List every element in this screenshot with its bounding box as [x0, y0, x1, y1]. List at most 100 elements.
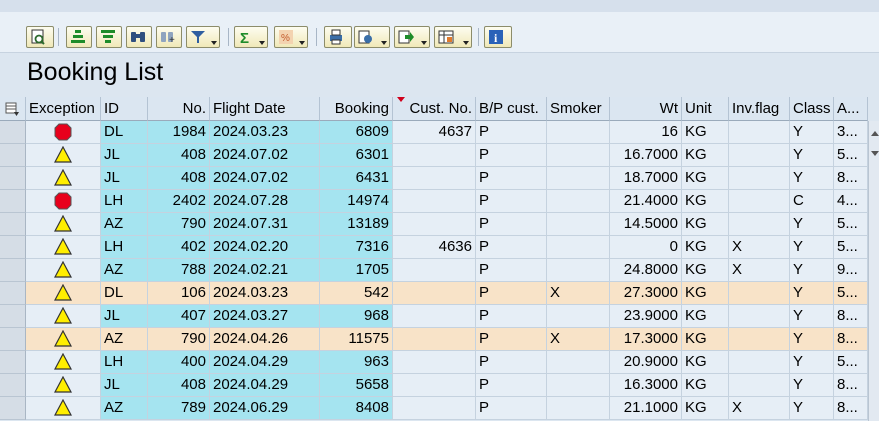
cell-class: Y: [790, 236, 834, 259]
column-header-id[interactable]: ID: [101, 97, 148, 121]
cell-unit: KG: [682, 374, 729, 397]
column-header-a[interactable]: A...: [834, 97, 868, 121]
export-button[interactable]: [394, 26, 430, 48]
vertical-scrollbar[interactable]: [868, 121, 879, 421]
cell-invoice-flag: [729, 121, 790, 144]
cell-class: Y: [790, 305, 834, 328]
find-icon: [131, 32, 145, 42]
filter-icon: [191, 31, 205, 43]
cell-booking: 13189: [320, 213, 393, 236]
cell-bp-customer: P: [476, 397, 547, 420]
print-preview-icon: [330, 29, 342, 45]
svg-text:i: i: [494, 31, 498, 45]
subtotals-icon: %: [279, 30, 293, 44]
cell-weight: 17.3000: [610, 328, 682, 351]
exception-cell: [26, 213, 101, 236]
sort-descending-button[interactable]: [96, 26, 122, 48]
print-preview-button[interactable]: [324, 26, 352, 48]
filter-button[interactable]: [186, 26, 220, 48]
sort-ascending-button[interactable]: [66, 26, 92, 48]
dropdown-arrow-icon[interactable]: [211, 41, 217, 45]
cell-invoice-flag: [729, 305, 790, 328]
cell-a: 5...: [834, 213, 868, 236]
cell-flight-date: 2024.06.29: [210, 397, 320, 420]
row-selector[interactable]: [0, 213, 26, 236]
cell-invoice-flag: [729, 328, 790, 351]
column-header-class[interactable]: Class: [790, 97, 834, 121]
subtotals-button[interactable]: %: [274, 26, 308, 48]
row-selector[interactable]: [0, 190, 26, 213]
cell-customer-no: [393, 374, 476, 397]
cell-customer-no: [393, 282, 476, 305]
sum-button[interactable]: Σ: [234, 26, 268, 48]
row-selector[interactable]: [0, 282, 26, 305]
cell-invoice-flag: X: [729, 236, 790, 259]
exception-cell: [26, 305, 101, 328]
column-header-unit[interactable]: Unit: [682, 97, 729, 121]
column-header-flight-date[interactable]: Flight Date: [210, 97, 320, 121]
cell-flight-no: 106: [148, 282, 210, 305]
yellow-warning-icon: [54, 261, 72, 278]
column-header-invoice-flag[interactable]: Inv.flag: [729, 97, 790, 121]
column-header-customer-no[interactable]: Cust. No.: [393, 97, 476, 121]
cell-weight: 16.3000: [610, 374, 682, 397]
cell-customer-no: 4636: [393, 236, 476, 259]
cell-smoker: [547, 236, 610, 259]
row-selector[interactable]: [0, 397, 26, 420]
column-header-smoker[interactable]: Smoker: [547, 97, 610, 121]
cell-weight: 21.4000: [610, 190, 682, 213]
cell-invoice-flag: [729, 374, 790, 397]
column-header-exception[interactable]: Exception: [26, 97, 101, 121]
cell-smoker: [547, 190, 610, 213]
row-selector[interactable]: [0, 259, 26, 282]
cell-id: AZ: [101, 328, 148, 351]
dropdown-arrow-icon[interactable]: [259, 41, 265, 45]
scroll-up-icon[interactable]: [871, 131, 879, 136]
scroll-down-icon[interactable]: [871, 151, 879, 156]
information-button[interactable]: i: [484, 26, 512, 48]
details-button[interactable]: [26, 26, 54, 48]
find-next-button[interactable]: +: [156, 26, 182, 48]
cell-smoker: [547, 121, 610, 144]
cell-a: 5...: [834, 351, 868, 374]
grid-layout-icon: [5, 102, 19, 116]
row-selector[interactable]: [0, 328, 26, 351]
column-header-bp-customer[interactable]: B/P cust.: [476, 97, 547, 121]
column-header-flight-no[interactable]: No.: [148, 97, 210, 121]
cell-flight-no: 408: [148, 144, 210, 167]
sort-descending-icon: [101, 30, 115, 43]
cell-booking: 968: [320, 305, 393, 328]
cell-booking: 7316: [320, 236, 393, 259]
yellow-warning-icon: [54, 169, 72, 186]
find-button[interactable]: [126, 26, 152, 48]
row-selector[interactable]: [0, 236, 26, 259]
column-header-weight[interactable]: Wt: [610, 97, 682, 121]
cell-bp-customer: P: [476, 351, 547, 374]
row-selector[interactable]: [0, 374, 26, 397]
dropdown-arrow-icon[interactable]: [381, 41, 387, 45]
cell-smoker: [547, 397, 610, 420]
exception-cell: [26, 259, 101, 282]
cell-invoice-flag: X: [729, 397, 790, 420]
dropdown-arrow-icon[interactable]: [299, 41, 305, 45]
cell-id: JL: [101, 374, 148, 397]
column-header-booking[interactable]: Booking: [320, 97, 393, 121]
views-button[interactable]: [354, 26, 390, 48]
row-selector[interactable]: [0, 144, 26, 167]
row-selector[interactable]: [0, 121, 26, 144]
dropdown-arrow-icon[interactable]: [463, 41, 469, 45]
yellow-warning-icon: [54, 330, 72, 347]
cell-unit: KG: [682, 351, 729, 374]
cell-bp-customer: P: [476, 282, 547, 305]
select-all-cell[interactable]: [0, 97, 26, 121]
row-selector[interactable]: [0, 351, 26, 374]
change-layout-button[interactable]: [434, 26, 472, 48]
cell-booking: 14974: [320, 190, 393, 213]
cell-weight: 0: [610, 236, 682, 259]
row-selector[interactable]: [0, 167, 26, 190]
cell-id: AZ: [101, 259, 148, 282]
cell-bp-customer: P: [476, 374, 547, 397]
row-selector[interactable]: [0, 305, 26, 328]
change-layout-icon: [438, 30, 454, 44]
dropdown-arrow-icon[interactable]: [421, 41, 427, 45]
